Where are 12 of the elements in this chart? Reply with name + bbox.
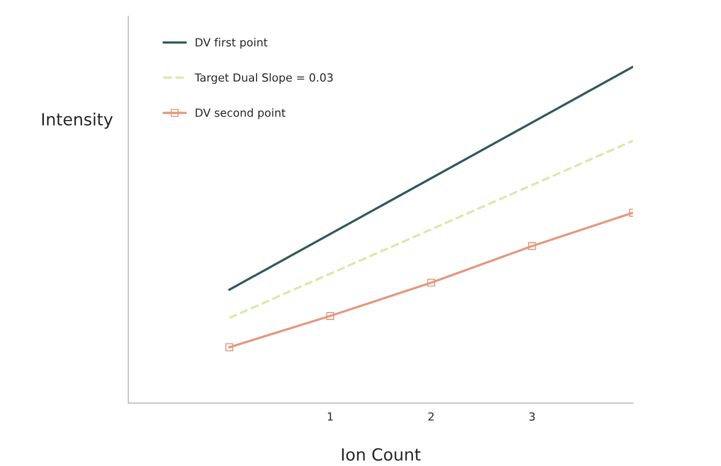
legend-label: DV second point: [196, 108, 286, 120]
legend-label: Target Dual Slope = 0.03: [194, 73, 333, 84]
point: [326, 312, 334, 320]
x-axis-title: Ion Count: [342, 448, 421, 461]
point: [225, 343, 234, 352]
point: [528, 242, 536, 250]
point: [427, 278, 436, 287]
legend-label: DV first point: [196, 38, 268, 49]
x-tick-label: 2: [428, 412, 434, 421]
y-axis-title: Intensity: [42, 112, 113, 129]
x-tick-label: 3: [529, 412, 535, 421]
x-tick-label: 1: [328, 412, 333, 421]
